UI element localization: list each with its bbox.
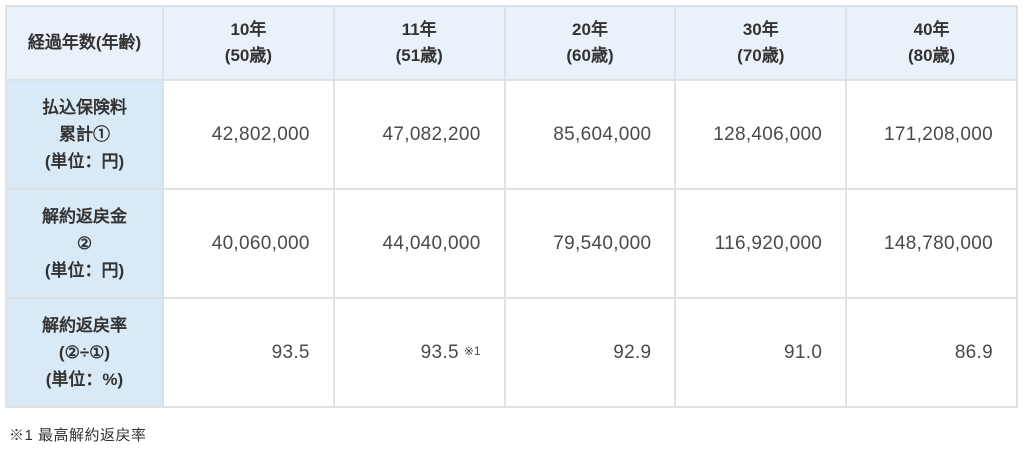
table-header-col-40y: 40年 (80歳) [847,7,1016,79]
table-cell-premiums-30y: 128,406,000 [676,81,846,188]
table-header-col-11y: 11年 (51歳) [334,7,504,79]
table-header-col-20y: 20年 (60歳) [505,7,675,79]
row-label-premiums-paid-total: 払込保険料 累計① (単位：円) [7,81,162,188]
table-cell-surrender-30y: 116,920,000 [676,190,846,297]
table-cell-premiums-20y: 85,604,000 [505,81,675,188]
surrender-value-table: 経過年数(年齢) 10年 (50歳) 11年 (51歳) 20年 (60歳) 3… [5,5,1018,408]
table-cell-rate-30y: 91.0 [676,299,846,406]
footnote-marker: ※1 [463,343,481,358]
table-cell-rate-11y: 93.5 ※1 [334,299,504,406]
table-header-col-30y: 30年 (70歳) [676,7,846,79]
table-cell-surrender-11y: 44,040,000 [334,190,504,297]
table-cell-surrender-10y: 40,060,000 [164,190,333,297]
table-cell-surrender-20y: 79,540,000 [505,190,675,297]
page: 経過年数(年齢) 10年 (50歳) 11年 (51歳) 20年 (60歳) 3… [5,5,1018,444]
table-cell-surrender-40y: 148,780,000 [847,190,1016,297]
table-header-col-10y: 10年 (50歳) [164,7,333,79]
rate-value-11y: 93.5 [420,341,459,363]
table-cell-rate-40y: 86.9 [847,299,1016,406]
table-header-elapsed-years: 経過年数(年齢) [7,7,162,79]
table-cell-premiums-10y: 42,802,000 [164,81,333,188]
table-cell-premiums-11y: 47,082,200 [334,81,504,188]
row-label-surrender-value: 解約返戻金 ② (単位：円) [7,190,162,297]
table-cell-premiums-40y: 171,208,000 [847,81,1016,188]
row-label-surrender-rate: 解約返戻率 (②÷①) (単位：%) [7,299,162,406]
table-cell-rate-10y: 93.5 [164,299,333,406]
footnote: ※1 最高解約返戻率 [9,427,147,444]
table-cell-rate-20y: 92.9 [505,299,675,406]
